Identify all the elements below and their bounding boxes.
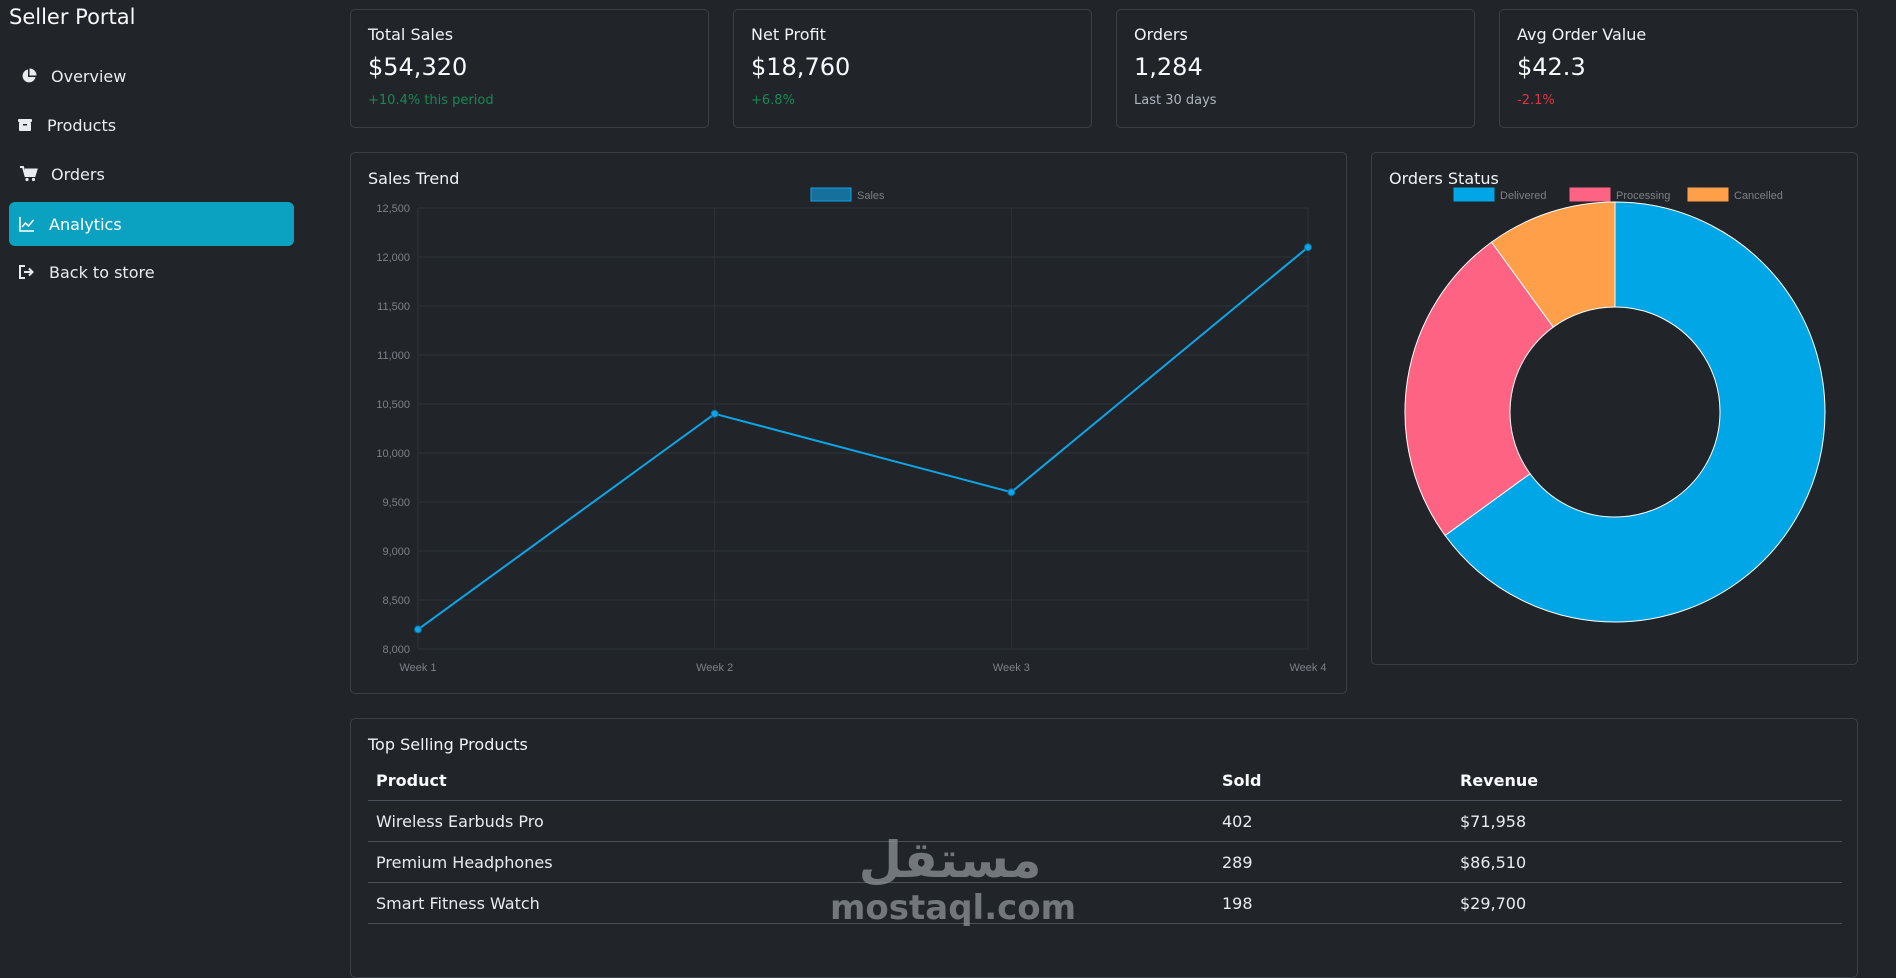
stat-title: Net Profit <box>751 25 826 44</box>
series-line-sales <box>417 246 1309 631</box>
legend-swatch-delivered <box>1453 187 1495 202</box>
stat-title: Avg Order Value <box>1517 25 1647 44</box>
orders-status-title: Orders Status <box>1389 169 1499 188</box>
slice-cancelled <box>1490 201 1616 328</box>
x-tick-label: Week 2 <box>696 662 733 674</box>
chart-legend: Sales <box>810 187 885 202</box>
column-header-product: Product <box>368 760 1214 801</box>
y-tick-label: 11,000 <box>377 350 410 362</box>
stat-card-net-profit: Net Profit $18,760 +6.8% <box>733 9 1092 128</box>
y-tick-label: 10,000 <box>376 448 410 460</box>
top-products-table: Product Sold Revenue Wireless Earbuds Pr… <box>368 760 1842 924</box>
product-name: Smart Fitness Watch <box>368 882 1214 924</box>
data-point <box>414 625 422 634</box>
stat-title: Orders <box>1134 25 1188 44</box>
legend-label-sales: Sales <box>857 190 885 202</box>
stat-value: $18,760 <box>751 53 851 81</box>
x-tick-label: Week 3 <box>993 662 1030 674</box>
table-row: Smart Fitness Watch 198 $29,700 <box>368 882 1842 924</box>
stat-value: 1,284 <box>1134 53 1203 81</box>
product-revenue: $71,958 <box>1452 800 1842 842</box>
legend-label-cancelled: Cancelled <box>1734 190 1783 202</box>
orders-status-card: Orders Status Delivered Processing Cancell… <box>1371 152 1858 665</box>
y-tick-label: 12,500 <box>376 203 410 215</box>
product-sold: 402 <box>1214 800 1452 842</box>
data-point <box>1007 488 1016 497</box>
watermark: مستقل mostaql.com <box>830 830 1077 928</box>
y-tick-label: 12,000 <box>376 252 410 264</box>
column-header-sold: Sold <box>1214 760 1452 801</box>
product-sold: 198 <box>1214 882 1452 924</box>
stat-card-orders: Orders 1,284 Last 30 days <box>1116 9 1475 128</box>
y-tick-label: 9,000 <box>382 546 410 558</box>
sales-trend-chart: Sales 8,000 8,500 9,000 9,500 10,000 10,500 11,… <box>376 187 1327 674</box>
stat-change: -2.1% <box>1517 93 1555 108</box>
x-tick-label: Week 1 <box>399 662 436 674</box>
sidebar-item-label: Back to store <box>49 262 155 282</box>
stat-card-avg-order-value: Avg Order Value $42.3 -2.1% <box>1499 9 1858 128</box>
column-header-revenue: Revenue <box>1452 760 1842 801</box>
sidebar: Seller Portal Overview Products Orders A… <box>0 0 300 956</box>
exit-icon <box>17 262 37 282</box>
data-point <box>710 409 719 418</box>
y-tick-label: 8,500 <box>382 595 410 607</box>
table-row: Wireless Earbuds Pro 402 $71,958 <box>368 800 1842 842</box>
y-tick-label: 10,500 <box>376 399 410 411</box>
product-revenue: $29,700 <box>1452 882 1842 924</box>
pie-chart-icon <box>19 66 39 86</box>
cart-icon <box>19 164 39 184</box>
top-products-card: Top Selling Products Product Sold Revenu… <box>350 718 1858 978</box>
stat-change: +10.4% this period <box>368 93 494 108</box>
product-revenue: $86,510 <box>1452 841 1842 883</box>
stat-card-total-sales: Total Sales $54,320 +10.4% this period <box>350 9 709 128</box>
sidebar-item-orders[interactable]: Orders <box>9 152 294 196</box>
table-row: Premium Headphones 289 $86,510 <box>368 841 1842 883</box>
sidebar-item-products[interactable]: Products <box>9 103 294 147</box>
sidebar-item-back-to-store[interactable]: Back to store <box>9 250 294 294</box>
product-name: Premium Headphones <box>368 841 1214 883</box>
y-tick-label: 9,500 <box>382 497 410 509</box>
legend-swatch-sales <box>810 187 852 202</box>
top-products-title: Top Selling Products <box>368 735 528 754</box>
sales-trend-card: Sales Trend Sales 8,000 8,500 9,000 9,500 10,… <box>350 152 1347 694</box>
watermark-latin: mostaql.com <box>830 888 1077 928</box>
box-icon <box>15 115 35 135</box>
stat-change: +6.8% <box>751 93 795 108</box>
watermark-arabic: مستقل <box>858 831 1042 889</box>
stat-title: Total Sales <box>368 25 454 44</box>
legend-swatch-cancelled <box>1687 187 1729 202</box>
brand-title: Seller Portal <box>9 5 136 29</box>
y-tick-label: 11,500 <box>377 301 410 313</box>
slice-delivered <box>1444 201 1826 623</box>
stat-value: $42.3 <box>1517 53 1586 81</box>
slice-processing <box>1404 241 1554 537</box>
product-sold: 289 <box>1214 841 1452 883</box>
legend-swatch-processing <box>1569 187 1611 202</box>
chart-legend: Delivered Processing Cancelled <box>1453 187 1783 202</box>
y-tick-label: 8,000 <box>382 644 410 656</box>
stat-period: Last 30 days <box>1134 93 1217 108</box>
line-chart-icon <box>17 214 37 234</box>
sidebar-item-overview[interactable]: Overview <box>9 54 294 98</box>
sidebar-item-label: Orders <box>51 164 105 184</box>
legend-label-delivered: Delivered <box>1500 190 1546 202</box>
sidebar-item-label: Overview <box>51 66 127 86</box>
table-header-row: Product Sold Revenue <box>368 760 1842 801</box>
sidebar-item-analytics[interactable]: Analytics <box>9 202 294 246</box>
stat-value: $54,320 <box>368 53 468 81</box>
sidebar-item-label: Analytics <box>49 214 122 234</box>
product-name: Wireless Earbuds Pro <box>368 800 1214 842</box>
x-tick-label: Week 4 <box>1289 662 1326 674</box>
data-point <box>1304 243 1312 252</box>
sidebar-item-label: Products <box>47 115 117 135</box>
sales-trend-title: Sales Trend <box>368 169 460 188</box>
orders-status-chart: Delivered Processing Cancelled <box>1404 187 1826 623</box>
legend-label-processing: Processing <box>1616 190 1670 202</box>
